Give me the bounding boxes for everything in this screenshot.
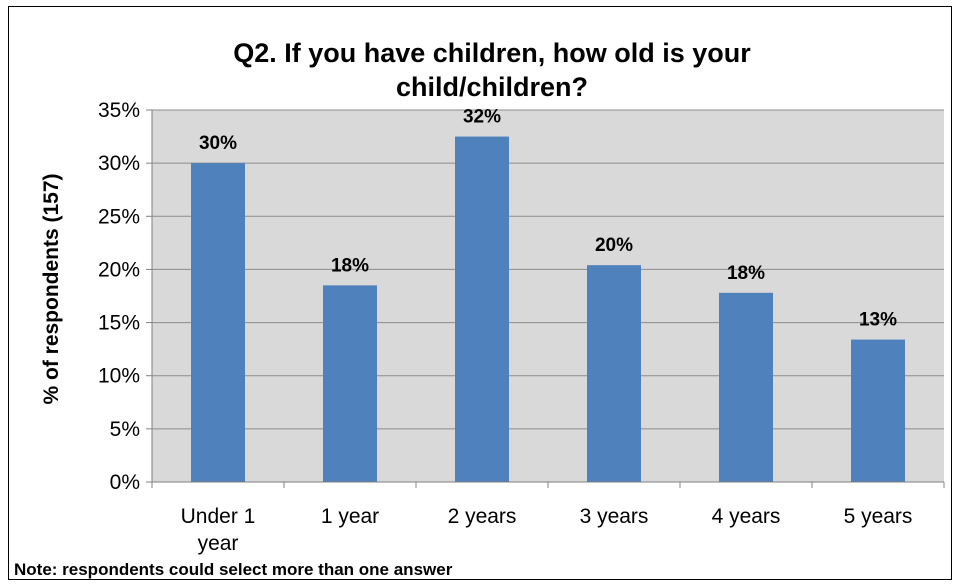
data-label: 13% xyxy=(859,310,897,331)
bar xyxy=(851,339,905,482)
data-label: 32% xyxy=(463,107,501,128)
chart-title-line: Q2. If you have children, how old is you… xyxy=(233,38,751,68)
x-category-label: Under 1 xyxy=(181,505,256,528)
bars xyxy=(191,136,905,483)
x-category-label: year xyxy=(198,532,239,555)
x-category-label: 5 years xyxy=(844,505,913,528)
data-labels: 30% 18% 32% 20% 18% 13% xyxy=(199,107,897,331)
data-label: 20% xyxy=(595,235,633,256)
bar xyxy=(455,136,509,483)
y-axis-label: % of respondents (157) xyxy=(40,173,63,404)
y-tick-label: 15% xyxy=(98,312,140,335)
x-category-label: 3 years xyxy=(580,505,649,528)
axes xyxy=(146,109,945,488)
x-category-labels: Under 1 year 1 year 2 years 3 years 4 years 5 … xyxy=(181,505,913,555)
gridlines xyxy=(152,109,944,430)
x-category-label: 1 year xyxy=(321,505,379,528)
data-label: 18% xyxy=(727,263,765,284)
y-tick-label: 10% xyxy=(98,365,140,388)
data-label: 18% xyxy=(331,255,369,276)
plot-area xyxy=(152,110,944,482)
footnote: Note: respondents could select more than… xyxy=(14,560,453,579)
y-tick-label: 30% xyxy=(98,152,140,175)
y-tick-label: 20% xyxy=(98,258,140,281)
y-tick-label: 35% xyxy=(98,99,140,122)
bar xyxy=(587,265,641,482)
y-tick-label: 25% xyxy=(98,205,140,228)
x-category-label: 4 years xyxy=(712,505,781,528)
x-category-label: 2 years xyxy=(448,505,517,528)
bar xyxy=(719,292,773,482)
y-tick-label: 5% xyxy=(110,418,140,441)
data-label: 30% xyxy=(199,133,237,154)
bar xyxy=(323,285,377,482)
bar xyxy=(191,163,245,482)
y-tick-labels: 0% 5% 10% 15% 20% 25% 30% 35% xyxy=(98,99,140,494)
chart-title-line: child/children? xyxy=(396,72,588,102)
y-tick-label: 0% xyxy=(110,471,140,494)
chart-title: Q2. If you have children, how old is you… xyxy=(233,38,751,102)
